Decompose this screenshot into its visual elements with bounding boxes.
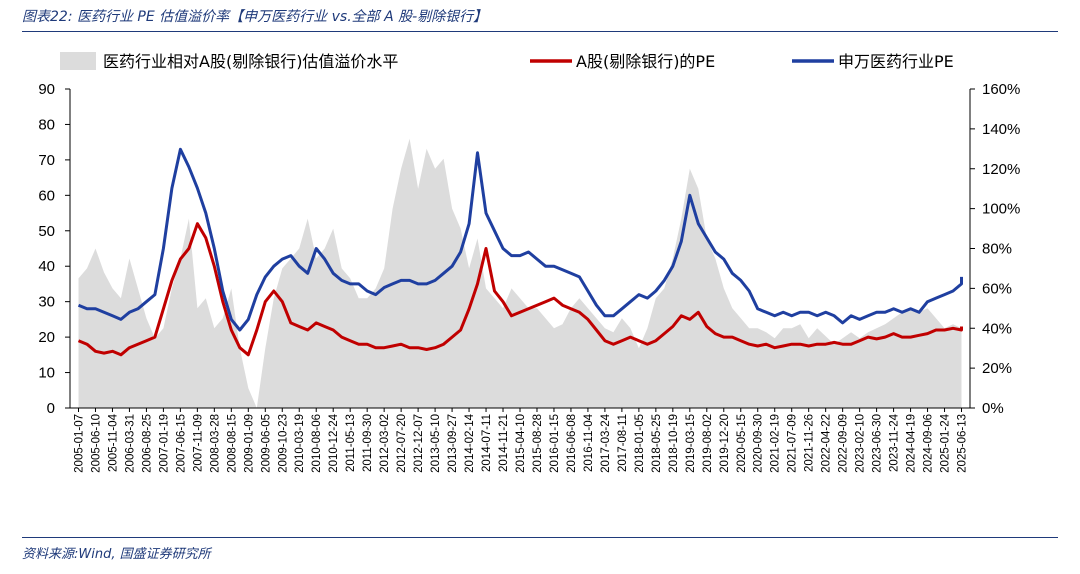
right-tick-label: 140% (982, 121, 1020, 138)
x-tick-label: 2018-01-05 (634, 414, 646, 473)
x-tick-label: 2015-08-28 (532, 414, 544, 473)
figure-title: 图表22: 医药行业 PE 估值溢价率【申万医药行业 vs.全部 A 股-剔除银… (22, 9, 488, 25)
x-tick-label: 2023-11-24 (889, 413, 901, 472)
x-tick-label: 2021-07-09 (787, 414, 799, 473)
legend-label-pharma: 申万医药行业PE (838, 52, 954, 71)
legend-label-premium: 医药行业相对A股(剔除银行)估值溢价水平 (103, 52, 398, 71)
x-tick-label: 2014-11-21 (498, 414, 510, 472)
x-tick-label: 2024-04-19 (906, 414, 918, 473)
plot-area (77, 138, 963, 409)
source-note: 资料来源:Wind, 国盛证券研究所 (22, 547, 211, 562)
x-tick-label: 2023-02-10 (855, 414, 867, 473)
left-tick-label: 80 (38, 116, 55, 133)
x-tick-label: 2013-05-10 (430, 414, 442, 473)
x-tick-label: 2009-01-09 (243, 414, 255, 473)
x-tick-label: 2006-08-25 (141, 414, 153, 473)
bottom-rule (22, 537, 1058, 538)
x-tick-label: 2010-08-06 (311, 414, 323, 473)
x-tick-label: 2025-06-13 (957, 414, 969, 473)
x-tick-label: 2014-02-14 (464, 413, 476, 472)
axes: 0 10 20 30 40 50 60 70 80 90 0% 20% 40% 60% 80% 100% 120… (38, 81, 1020, 473)
x-tick-label: 2012-03-02 (379, 414, 391, 473)
left-tick-label: 50 (38, 223, 55, 240)
x-tick-label: 2018-10-19 (668, 414, 680, 473)
legend-swatch-premium (60, 52, 96, 70)
top-rule (22, 31, 1058, 32)
right-tick-label: 160% (982, 81, 1020, 98)
series-line-a-share-pe (77, 222, 963, 357)
left-tick-label: 0 (47, 400, 55, 417)
x-tick-label: 2008-08-15 (226, 414, 238, 473)
right-tick-label: 100% (982, 201, 1020, 218)
x-tick-label: 2013-09-27 (447, 414, 459, 473)
left-tick-label: 60 (38, 187, 55, 204)
x-tick-label: 2007-11-09 (192, 414, 204, 472)
x-tick-label: 2005-01-07 (73, 414, 85, 473)
x-tick-label: 2019-03-15 (685, 414, 697, 473)
x-tick-label: 2017-08-11 (617, 414, 629, 472)
series-area-premium (78, 138, 962, 409)
left-tick-label: 90 (38, 81, 55, 98)
right-tick-label: 20% (982, 360, 1012, 377)
left-tick-label: 10 (38, 365, 55, 382)
x-tick-label: 2025-01-24 (940, 413, 952, 472)
x-tick-label: 2005-06-10 (90, 414, 102, 473)
x-tick-label: 2009-06-05 (260, 414, 272, 473)
x-tick-label: 2016-11-04 (583, 413, 595, 472)
x-tick-label: 2009-10-23 (277, 414, 289, 473)
right-tick-label: 40% (982, 320, 1012, 337)
x-tick-label: 2023-06-30 (872, 414, 884, 473)
x-tick-label: 2020-05-15 (736, 414, 748, 473)
x-tick-label: 2007-06-15 (175, 414, 187, 473)
x-tick-label: 2018-05-25 (651, 414, 663, 473)
x-tick-label: 2019-08-02 (702, 414, 714, 473)
x-tick-label: 2016-06-08 (566, 414, 578, 473)
left-tick-label: 70 (38, 152, 55, 169)
right-tick-label: 0% (982, 400, 1004, 417)
x-tick-label: 2021-11-26 (804, 414, 816, 472)
left-tick-label: 40 (38, 258, 55, 275)
left-tick-label: 30 (38, 294, 55, 311)
x-tick-label: 2005-11-04 (107, 413, 119, 472)
x-tick-label: 2020-09-30 (753, 414, 765, 473)
x-tick-label: 2017-03-24 (600, 413, 612, 472)
x-tick-label: 2012-07-20 (396, 414, 408, 473)
right-tick-label: 60% (982, 280, 1012, 297)
x-tick-label: 2022-09-09 (838, 414, 850, 473)
chart-legend: 医药行业相对A股(剔除银行)估值溢价水平 A股(剔除银行)的PE 申万医药行业P… (60, 52, 954, 71)
x-tick-label: 2006-03-31 (124, 414, 136, 473)
x-tick-label: 2016-01-15 (549, 414, 561, 473)
x-tick-label: 2012-12-07 (413, 414, 425, 473)
x-tick-label: 2010-03-19 (294, 414, 306, 473)
legend-label-a-share: A股(剔除银行)的PE (576, 52, 715, 71)
right-tick-label: 120% (982, 161, 1020, 178)
x-tick-label: 2008-03-28 (209, 414, 221, 473)
x-tick-label: 2014-07-11 (481, 414, 493, 472)
right-tick-label: 80% (982, 241, 1012, 258)
x-tick-label: 2022-04-22 (821, 414, 833, 473)
x-tick-label: 2007-01-19 (158, 414, 170, 473)
x-tick-label: 2010-12-24 (328, 413, 340, 472)
x-tick-label: 2015-04-10 (515, 414, 527, 473)
x-tick-label: 2019-12-20 (719, 414, 731, 473)
x-tick-label: 2011-05-13 (345, 414, 357, 472)
left-tick-label: 20 (38, 329, 55, 346)
x-tick-label: 2024-09-06 (923, 414, 935, 473)
x-tick-label: 2011-09-30 (362, 414, 374, 472)
series-line-pharma-pe (77, 147, 963, 332)
x-tick-label: 2021-02-19 (770, 414, 782, 473)
